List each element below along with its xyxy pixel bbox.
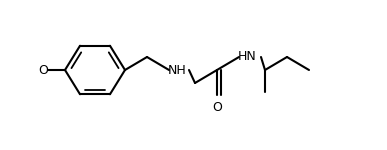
- Text: NH: NH: [168, 63, 187, 76]
- Text: HN: HN: [238, 51, 256, 63]
- Text: O: O: [38, 63, 48, 76]
- Text: O: O: [212, 101, 222, 114]
